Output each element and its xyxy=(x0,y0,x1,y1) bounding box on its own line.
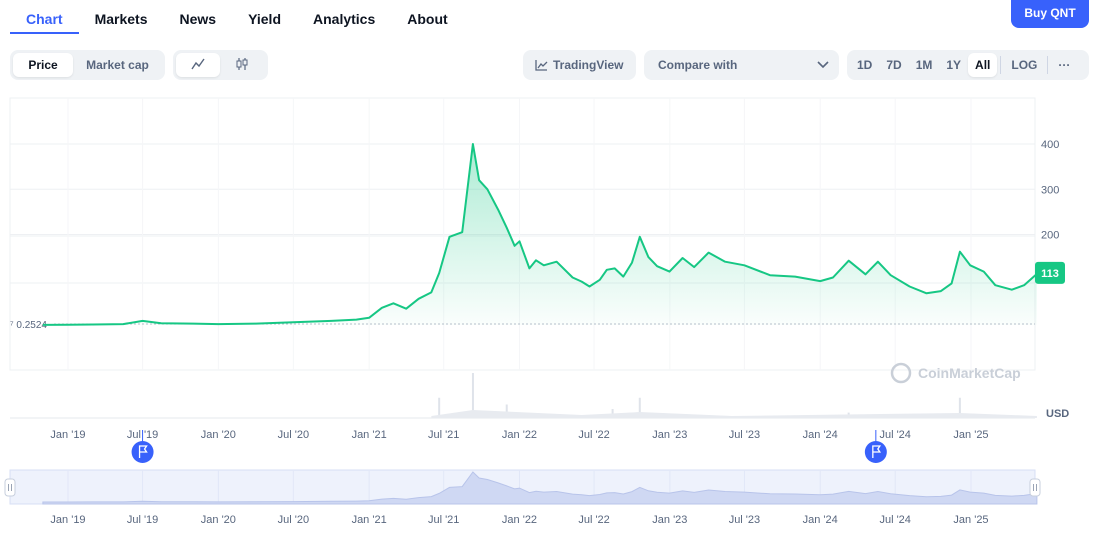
log-scale-toggle[interactable]: LOG xyxy=(1011,58,1038,72)
chevron-down-icon xyxy=(817,61,829,69)
x-tick-label: Jan '25 xyxy=(953,429,988,441)
tab-markets[interactable]: Markets xyxy=(94,11,148,27)
navigator-x-tick-label: Jan '21 xyxy=(352,514,387,526)
range-7d[interactable]: 7D xyxy=(886,58,902,72)
navigator-handle-left[interactable] xyxy=(4,478,16,497)
navigator-x-tick-label: Jan '25 xyxy=(953,514,988,526)
tab-yield[interactable]: Yield xyxy=(248,11,281,27)
price-option[interactable]: Price xyxy=(13,53,73,77)
price-line xyxy=(42,143,1038,326)
x-tick-label: Jul '22 xyxy=(578,429,609,441)
candlestick-icon[interactable] xyxy=(220,53,264,77)
tradingview-icon xyxy=(535,60,548,71)
price-area xyxy=(42,144,1037,325)
navigator-x-tick-label: Jul '19 xyxy=(127,514,158,526)
volume-bar xyxy=(438,397,441,418)
compare-with-label: Compare with xyxy=(658,58,738,72)
chart-type-toggle xyxy=(173,50,268,80)
metric-toggle: Price Market cap xyxy=(10,50,165,80)
x-tick-label: Jan '23 xyxy=(652,429,687,441)
navigator-series xyxy=(42,471,1038,505)
range-all[interactable]: All xyxy=(968,53,998,77)
navigator-x-tick-label: Jan '23 xyxy=(652,514,687,526)
x-tick-label: Jan '21 xyxy=(352,429,387,441)
divider xyxy=(1000,56,1002,74)
start-price-label: ⁷ 0.2524 xyxy=(10,320,47,331)
tab-news[interactable]: News xyxy=(179,11,217,27)
price-chart: 200 300 400 ⁷ 0.2524 113 CoinMarketCap USD Jan … xyxy=(0,90,1103,551)
x-tick-label: Jan '19 xyxy=(50,429,85,441)
x-tick-label: Jan '22 xyxy=(502,429,537,441)
volume-bar xyxy=(958,397,961,418)
line-chart-icon[interactable] xyxy=(176,53,220,77)
navigator-x-tick-label: Jan '22 xyxy=(502,514,537,526)
more-options-button[interactable]: ··· xyxy=(1058,58,1071,72)
range-1y[interactable]: 1Y xyxy=(946,58,962,72)
tab-bar: Chart Markets News Yield Analytics About xyxy=(10,0,464,34)
range-1m[interactable]: 1M xyxy=(915,58,933,72)
tradingview-label: TradingView xyxy=(553,58,624,72)
navigator-x-tick-label: Jan '19 xyxy=(50,514,85,526)
current-price-tag xyxy=(1035,261,1065,284)
navigator-x-tick-label: Jul '22 xyxy=(578,514,609,526)
divider xyxy=(1047,56,1049,74)
y-tick-label: 300 xyxy=(1041,184,1059,196)
flag-icon xyxy=(138,445,148,458)
navigator-x-tick-label: Jul '20 xyxy=(278,514,309,526)
x-tick-label: Jul '24 xyxy=(879,429,910,441)
time-range-selector: 1D 7D 1M 1Y All LOG ··· xyxy=(847,50,1089,80)
current-price-label: 113 xyxy=(1041,268,1059,280)
tab-about[interactable]: About xyxy=(407,11,448,27)
y-tick-label: 400 xyxy=(1041,139,1059,151)
chart-toolbar: Price Market cap TradingView Compare wit… xyxy=(10,50,1089,80)
coinmarketcap-logo-icon xyxy=(890,362,912,384)
x-tick-label: Jan '20 xyxy=(201,429,236,441)
range-1d[interactable]: 1D xyxy=(857,58,873,72)
navigator-x-tick-label: Jul '24 xyxy=(879,514,910,526)
navigator-x-tick-label: Jul '23 xyxy=(729,514,760,526)
market-cap-option[interactable]: Market cap xyxy=(86,58,149,72)
navigator-x-tick-label: Jul '21 xyxy=(428,514,459,526)
flag-icon xyxy=(872,445,882,458)
x-tick-label: Jul '21 xyxy=(428,429,459,441)
volume-bar xyxy=(638,397,641,418)
currency-label: USD xyxy=(1046,408,1069,420)
tab-chart[interactable]: Chart xyxy=(10,0,79,34)
x-tick-label: Jul '20 xyxy=(278,429,309,441)
price-chart-svg: 200 300 400 ⁷ 0.2524 113 CoinMarketCap USD Jan … xyxy=(4,97,1069,526)
tab-analytics[interactable]: Analytics xyxy=(313,11,376,27)
y-tick-label: 200 xyxy=(1041,230,1059,242)
compare-with-select[interactable]: Compare with xyxy=(644,50,839,80)
navigator-x-tick-label: Jan '20 xyxy=(201,514,236,526)
watermark: CoinMarketCap xyxy=(918,365,1021,381)
volume-bar xyxy=(505,404,508,418)
volume-area xyxy=(431,410,1037,418)
navigator-handle-right[interactable] xyxy=(1029,478,1041,497)
tradingview-button[interactable]: TradingView xyxy=(523,50,636,80)
x-tick-label: Jan '24 xyxy=(803,429,838,441)
navigator-x-tick-label: Jan '24 xyxy=(803,514,838,526)
buy-button[interactable]: Buy QNT xyxy=(1011,0,1089,28)
volume-bar xyxy=(471,373,474,418)
x-tick-label: Jul '23 xyxy=(729,429,760,441)
